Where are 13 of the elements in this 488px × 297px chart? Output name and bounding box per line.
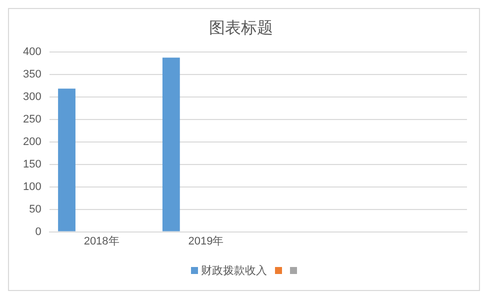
y-tick-label: 0 [35,226,42,238]
legend-label: 财政拨款收入 [201,264,267,278]
y-tick-label: 300 [22,91,42,104]
y-tick-label: 350 [22,68,42,81]
y-tick-label: 50 [29,203,42,216]
chart-title: 图表标题 [209,19,273,38]
y-tick-label: 400 [22,46,42,58]
x-tick-label: 2018年 [84,235,120,248]
y-tick-label: 150 [22,158,42,170]
y-tick-label: 100 [22,180,42,193]
x-tick-label: 2019年 [188,235,224,248]
y-tick-label: 200 [22,136,42,148]
y-tick-label: 250 [22,114,42,126]
